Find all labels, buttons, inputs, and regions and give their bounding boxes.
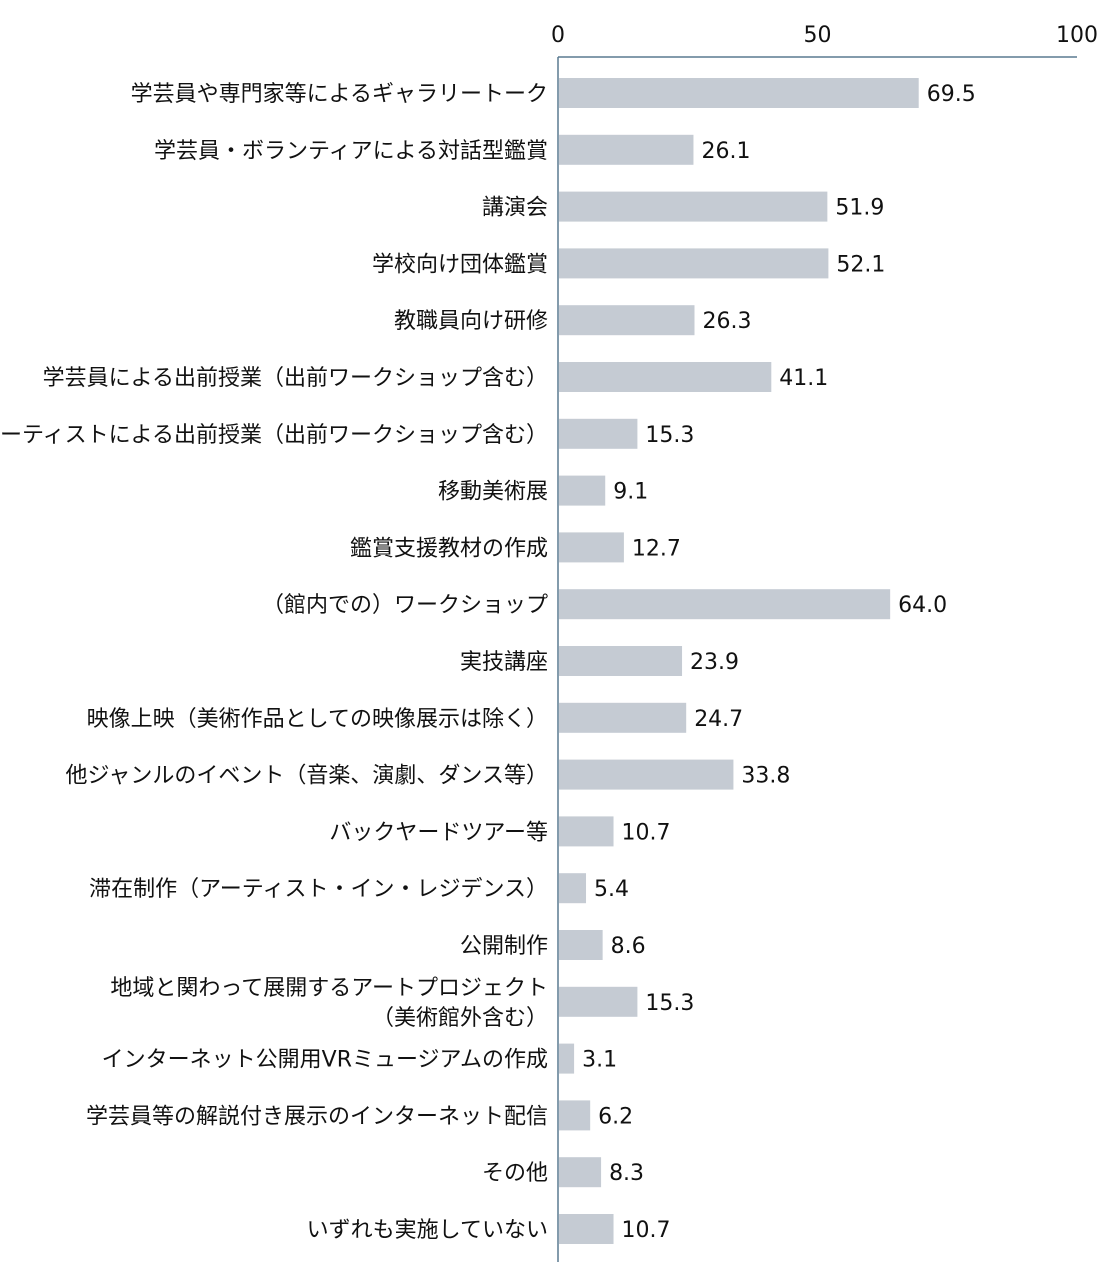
bar — [559, 986, 638, 1017]
bar — [559, 759, 734, 790]
category-label-line: 実技講座 — [460, 650, 548, 675]
bar — [559, 930, 603, 960]
bar — [559, 305, 695, 336]
category-label-line: 学校向け団体鑑賞 — [372, 252, 548, 277]
bar — [559, 702, 687, 733]
category-label: 映像上映（美術作品としての映像展示は除く） — [87, 707, 548, 732]
bar — [559, 873, 587, 904]
category-label-line: バックヤードツアー等 — [329, 820, 548, 845]
category-label-line: インターネット公開用VRミュージアムの作成 — [102, 1048, 548, 1073]
bar — [559, 532, 624, 563]
category-label-line: 鑑賞支援教材の作成 — [350, 536, 548, 561]
value-label: 15.3 — [645, 423, 694, 448]
value-label: 24.7 — [694, 707, 743, 732]
category-label-line: 学芸員等の解説付き展示のインターネット配信 — [86, 1104, 548, 1129]
value-label: 10.7 — [622, 820, 671, 845]
bar — [559, 1157, 602, 1188]
value-label: 41.1 — [779, 366, 828, 391]
category-label: 実技講座 — [460, 650, 548, 675]
category-label: （館内での）ワークショップ — [262, 593, 548, 618]
bar — [559, 1214, 614, 1244]
category-label: 鑑賞支援教材の作成 — [350, 536, 548, 561]
value-label: 26.3 — [702, 309, 751, 334]
category-label-line: 学芸員・ボランティアによる対話型鑑賞 — [154, 139, 548, 164]
bar — [559, 1043, 575, 1074]
value-label: 51.9 — [835, 196, 884, 221]
x-tick-label: 50 — [804, 23, 832, 48]
category-label-line: 地域と関わって展開するアートプロジェクト — [110, 976, 548, 1001]
value-label: 10.7 — [622, 1218, 671, 1243]
category-label-line: 学芸員による出前授業（出前ワークショップ含む） — [43, 366, 548, 391]
category-label: アーティストによる出前授業（出前ワークショップ含む） — [0, 423, 548, 448]
x-tick-label: 0 — [551, 23, 565, 48]
category-label-line: 教職員向け研修 — [394, 309, 548, 334]
category-label: 学芸員や専門家等によるギャラリートーク — [131, 82, 548, 107]
category-label: 移動美術展 — [438, 480, 548, 505]
value-label: 23.9 — [690, 650, 739, 675]
bar — [559, 134, 694, 165]
value-label: 64.0 — [898, 593, 947, 618]
category-label: その他 — [482, 1161, 548, 1186]
bar — [559, 589, 891, 620]
category-label: インターネット公開用VRミュージアムの作成 — [102, 1048, 548, 1073]
category-label: 講演会 — [482, 196, 548, 221]
category-label-line: （美術館外含む） — [372, 1006, 548, 1031]
value-label: 6.2 — [598, 1104, 633, 1129]
bar — [559, 475, 606, 506]
category-label-line: 学芸員や専門家等によるギャラリートーク — [131, 82, 548, 107]
category-label-line: 公開制作 — [460, 934, 548, 959]
value-label: 5.4 — [594, 877, 629, 902]
value-label: 9.1 — [613, 480, 648, 505]
value-label: 12.7 — [632, 536, 681, 561]
value-label: 69.5 — [927, 82, 976, 107]
category-label-line: （館内での）ワークショップ — [262, 593, 548, 618]
value-label: 52.1 — [836, 252, 885, 277]
category-label-line: アーティストによる出前授業（出前ワークショップ含む） — [0, 423, 548, 448]
category-label: 他ジャンルのイベント（音楽、演劇、ダンス等） — [66, 764, 548, 789]
value-label: 8.3 — [609, 1161, 644, 1186]
bar — [559, 418, 638, 449]
bar — [559, 78, 919, 108]
category-label: 地域と関わって展開するアートプロジェクト （美術館外含む） — [110, 976, 548, 1031]
value-label: 26.1 — [701, 139, 750, 164]
category-label-line: 移動美術展 — [438, 480, 548, 505]
value-label: 33.8 — [741, 764, 790, 789]
category-label: 教職員向け研修 — [394, 309, 548, 334]
category-label-line: 他ジャンルのイベント（音楽、演劇、ダンス等） — [66, 764, 548, 789]
category-label: 滞在制作（アーティスト・イン・レジデンス） — [89, 877, 548, 902]
x-tick-label: 100 — [1056, 23, 1098, 48]
value-label: 15.3 — [645, 991, 694, 1016]
category-label: いずれも実施していない — [307, 1218, 548, 1243]
value-label: 8.6 — [611, 934, 646, 959]
bar — [559, 362, 772, 392]
category-label-line: 映像上映（美術作品としての映像展示は除く） — [87, 707, 548, 732]
category-label: バックヤードツアー等 — [329, 820, 548, 845]
value-label: 3.1 — [582, 1048, 617, 1073]
bar — [559, 816, 614, 847]
category-label-line: いずれも実施していない — [307, 1218, 548, 1243]
bar — [559, 1100, 591, 1131]
category-label: 学芸員による出前授業（出前ワークショップ含む） — [43, 366, 548, 391]
category-label-line: その他 — [482, 1161, 548, 1186]
category-label: 学芸員・ボランティアによる対話型鑑賞 — [154, 139, 548, 164]
category-label: 公開制作 — [460, 934, 548, 959]
bar — [559, 646, 683, 676]
bar — [559, 248, 829, 279]
bar — [559, 191, 828, 222]
category-label: 学校向け団体鑑賞 — [372, 252, 548, 277]
category-label-line: 講演会 — [482, 196, 548, 221]
category-label-line: 滞在制作（アーティスト・イン・レジデンス） — [89, 877, 548, 902]
category-label: 学芸員等の解説付き展示のインターネット配信 — [86, 1104, 548, 1129]
